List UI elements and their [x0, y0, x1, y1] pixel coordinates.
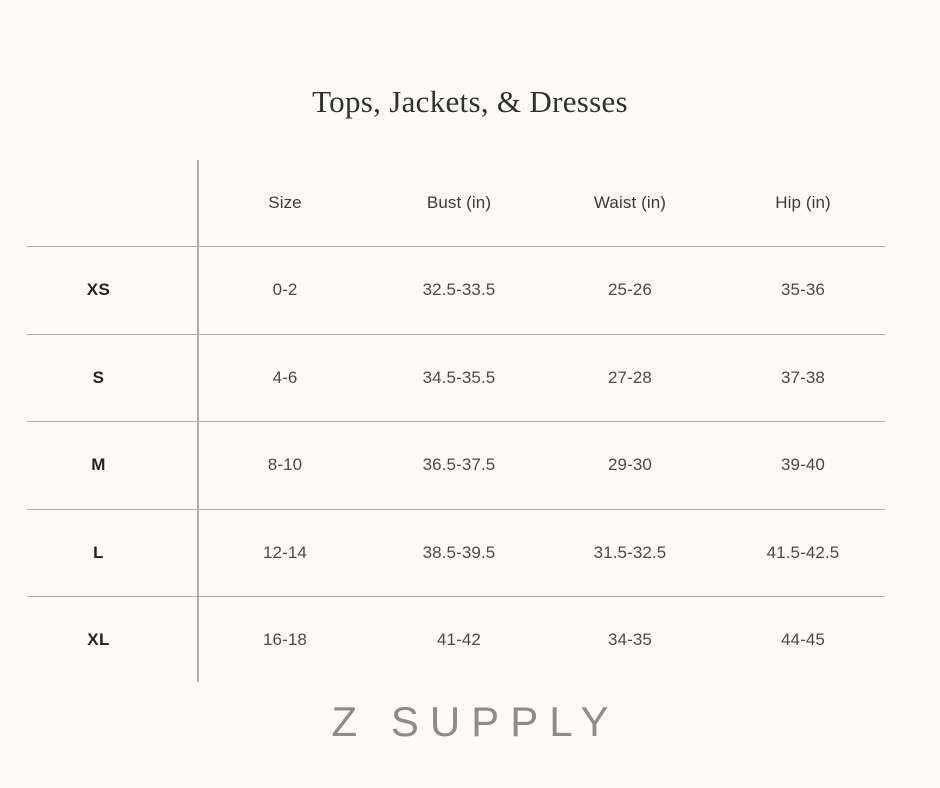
cell-hip: 39-40 [781, 454, 825, 474]
cell-size: 12-14 [263, 542, 307, 562]
cell-size: 8-10 [267, 454, 303, 474]
cell-size: 4-6 [272, 367, 298, 387]
page-title: Tops, Jackets, & Dresses [312, 84, 628, 119]
cell-hip: 41.5-42.5 [766, 542, 840, 562]
cell-bust: 36.5-37.5 [422, 454, 496, 474]
row-size-label: XS [86, 279, 111, 299]
row-size-label: S [92, 367, 105, 387]
table-row: L 12-14 38.5-39.5 31.5-32.5 41.5-42.5 [0, 509, 940, 597]
cell-bust: 38.5-39.5 [422, 542, 496, 562]
cell-waist: 27-28 [608, 367, 652, 387]
cell-bust: 32.5-33.5 [422, 279, 496, 299]
column-header-waist: Waist (in) [593, 193, 667, 212]
cell-waist: 29-30 [608, 454, 652, 474]
table-rule-1 [27, 334, 885, 336]
cell-hip: 35-36 [781, 279, 825, 299]
table-rule-header [27, 246, 885, 248]
cell-bust: 34.5-35.5 [422, 367, 496, 387]
cell-size: 0-2 [272, 279, 298, 299]
table-rule-4 [27, 596, 885, 598]
cell-waist: 34-35 [608, 629, 652, 649]
cell-waist: 25-26 [608, 279, 652, 299]
cell-hip: 37-38 [781, 367, 825, 387]
table-row: XL 16-18 41-42 34-35 44-45 [0, 596, 940, 684]
table-header-row: Size Bust (in) Waist (in) Hip (in) [0, 160, 940, 246]
table-row: M 8-10 36.5-37.5 29-30 39-40 [0, 421, 940, 509]
cell-waist: 31.5-32.5 [593, 542, 667, 562]
cell-size: 16-18 [263, 629, 307, 649]
column-header-bust: Bust (in) [426, 193, 492, 212]
table-row: S 4-6 34.5-35.5 27-28 37-38 [0, 334, 940, 422]
row-size-label: L [93, 542, 104, 562]
cell-bust: 41-42 [437, 629, 481, 649]
table-row: XS 0-2 32.5-33.5 25-26 35-36 [0, 246, 940, 334]
cell-hip: 44-45 [781, 629, 825, 649]
table-rule-3 [27, 509, 885, 511]
row-size-label: XL [87, 629, 110, 649]
row-size-label: M [91, 454, 106, 474]
table-rule-2 [27, 421, 885, 423]
column-header-size: Size [268, 193, 302, 212]
brand-logo: Z SUPPLY [331, 698, 620, 745]
column-header-hip: Hip (in) [775, 193, 831, 212]
